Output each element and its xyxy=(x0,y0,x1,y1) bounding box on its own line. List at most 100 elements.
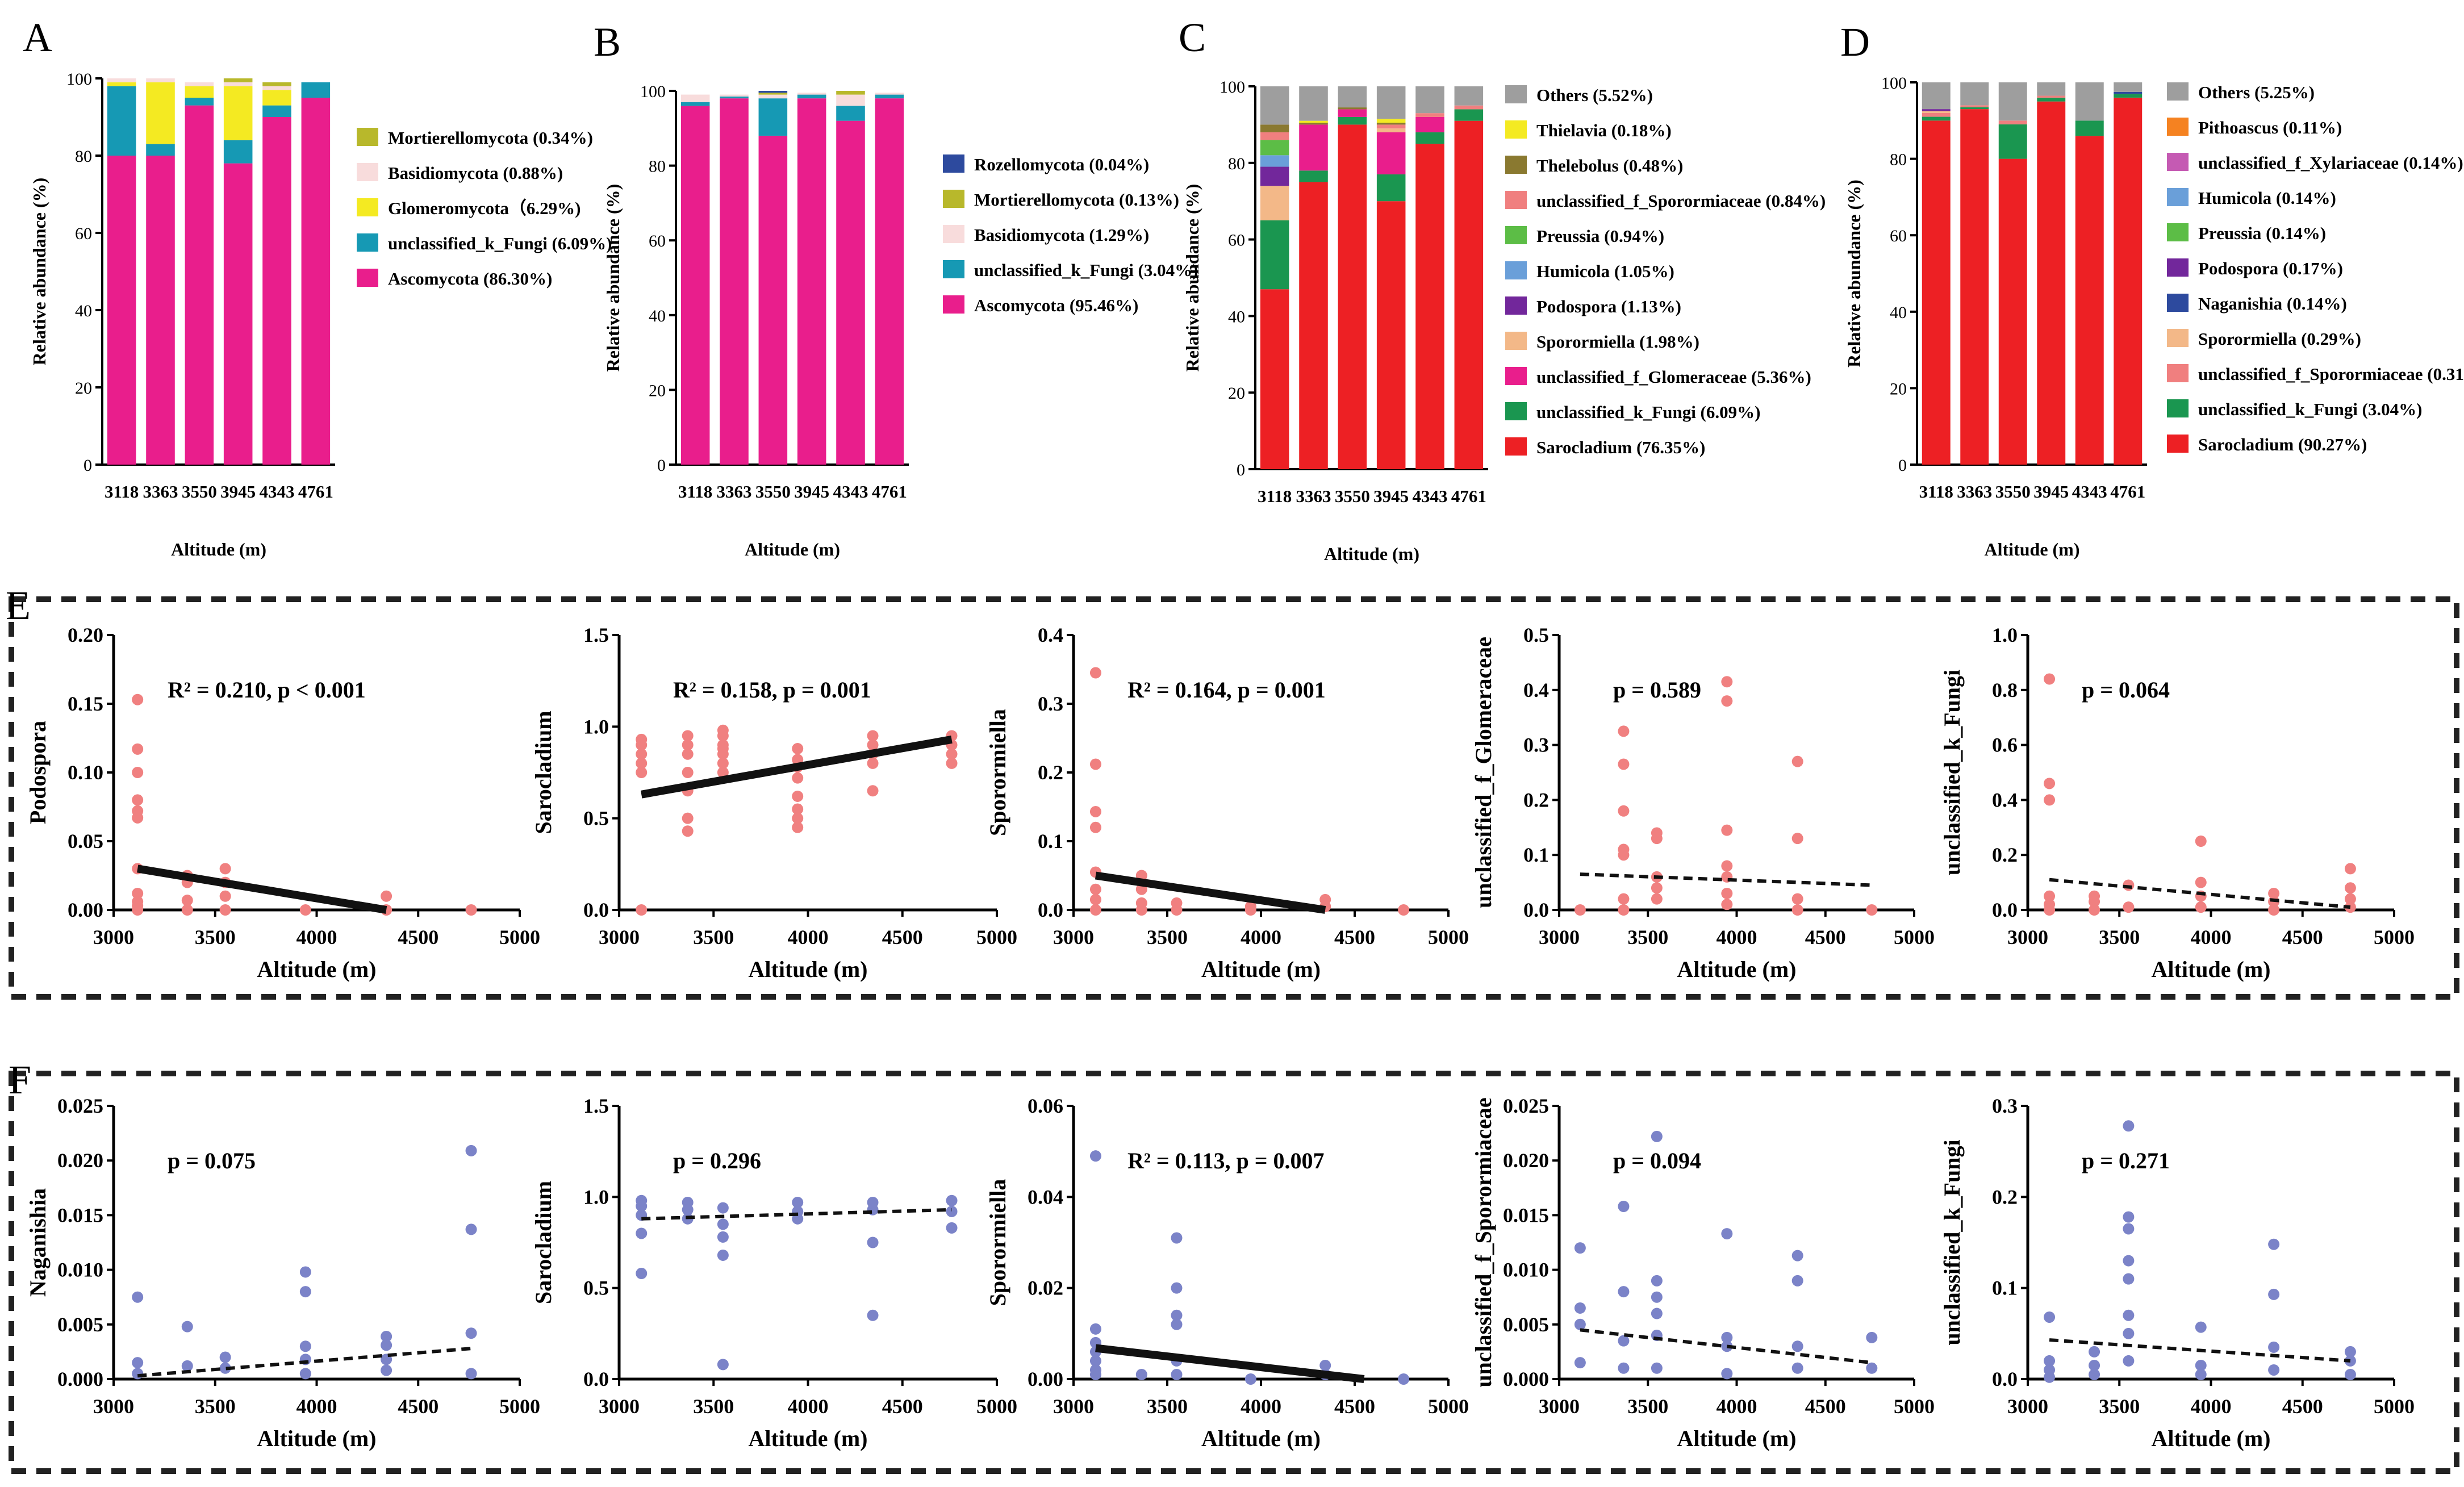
data-point xyxy=(1171,1282,1183,1294)
data-point xyxy=(636,1200,648,1212)
y-tick-label: 60 xyxy=(75,224,92,243)
data-point xyxy=(1171,904,1183,916)
data-point xyxy=(2195,1321,2207,1333)
y-tick-label: 0.0 xyxy=(583,1368,609,1390)
bar-segment xyxy=(185,98,214,106)
y-tick-label: 0.1 xyxy=(1038,830,1063,853)
x-tick-label: 3000 xyxy=(2007,926,2048,949)
data-point xyxy=(636,767,648,778)
y-tick-label: 0.025 xyxy=(57,1095,103,1117)
panel-letter-d: D xyxy=(1840,19,1870,65)
data-point xyxy=(1089,1323,1101,1335)
bar-segment xyxy=(1998,124,2027,159)
bar-segment xyxy=(2114,91,2143,94)
x-tick-label: 4500 xyxy=(882,1395,923,1418)
bar-segment xyxy=(1376,128,1406,132)
legend-label: Preussia (0.94%) xyxy=(1536,226,1664,246)
x-tick-label: 5000 xyxy=(976,926,1017,949)
data-point xyxy=(1244,1373,1256,1385)
data-point xyxy=(792,772,804,784)
y-tick-label: 0.8 xyxy=(1992,679,2018,701)
data-point xyxy=(1618,758,1630,770)
y-tick-label: 0.4 xyxy=(1523,679,1549,701)
y-axis-title: Sarocladium xyxy=(531,1181,556,1304)
bar-segment xyxy=(1376,174,1406,202)
data-point xyxy=(299,904,311,916)
bar-segment xyxy=(1454,109,1484,121)
data-point xyxy=(1651,882,1663,894)
bar-segment xyxy=(720,96,749,99)
y-tick-label: 0.5 xyxy=(1523,624,1549,646)
panel-letters: A B C D E F xyxy=(6,15,1870,1102)
bar-segment xyxy=(836,106,865,121)
data-point xyxy=(1618,805,1630,817)
y-tick-label: 0.3 xyxy=(1038,692,1063,715)
x-tick-label: 3500 xyxy=(195,926,236,949)
bar-segment xyxy=(1260,289,1289,469)
data-point xyxy=(2268,887,2280,899)
data-point xyxy=(2123,1327,2135,1339)
data-point xyxy=(1651,1308,1663,1319)
y-tick-label: 40 xyxy=(649,307,666,325)
x-tick-label: 3945 xyxy=(1373,486,1409,506)
y-tick-label: 1.0 xyxy=(1992,624,2018,646)
data-point xyxy=(1574,904,1586,916)
x-axis-title: Altitude (m) xyxy=(749,1426,868,1451)
data-point xyxy=(1089,758,1101,770)
x-tick-label: 3500 xyxy=(693,926,734,949)
bar-segment xyxy=(1376,86,1406,119)
stat-annotation: p = 0.075 xyxy=(168,1148,256,1173)
bar-segment xyxy=(1260,166,1289,186)
data-point xyxy=(867,785,879,797)
y-tick-label: 0.10 xyxy=(68,761,103,784)
data-point xyxy=(792,812,804,824)
y-tick-label: 40 xyxy=(1228,307,1245,326)
legend-label: Glomeromycota（6.29%) xyxy=(388,198,581,218)
x-tick-label: 4500 xyxy=(882,926,923,949)
data-point xyxy=(867,730,879,742)
stat-annotation: p = 0.296 xyxy=(673,1148,761,1173)
y-tick-label: 0.06 xyxy=(1028,1095,1063,1117)
data-point xyxy=(381,1364,392,1376)
data-point xyxy=(381,890,392,902)
x-tick-label: 4000 xyxy=(1241,926,1281,949)
x-tick-label: 4000 xyxy=(788,926,829,949)
bar-segment xyxy=(1338,124,1367,469)
data-point xyxy=(1618,904,1630,916)
data-point xyxy=(1721,887,1733,899)
bar-segment xyxy=(1376,124,1406,129)
data-point xyxy=(682,812,694,824)
data-point xyxy=(1171,1309,1183,1321)
bar-segment xyxy=(2037,95,2066,98)
data-point xyxy=(1866,1331,1878,1343)
bar-segment xyxy=(836,94,865,106)
bar-segment xyxy=(1960,107,1989,110)
data-point xyxy=(1721,824,1733,836)
x-tick-label: 3550 xyxy=(1335,486,1370,506)
data-point xyxy=(1791,1275,1803,1286)
bar-segment xyxy=(107,86,136,156)
data-point xyxy=(1721,899,1733,910)
data-point xyxy=(132,767,144,778)
data-point xyxy=(867,1237,879,1248)
y-tick-label: 0.0 xyxy=(1523,899,1549,921)
stacked-bar-chart-d: 0 20 40 60 80 100 3118 3363 3550 3945 4343 4761 Alti… xyxy=(1844,74,2464,559)
data-point xyxy=(1089,1368,1101,1380)
y-tick-label: 0.00 xyxy=(1028,1368,1063,1390)
data-point xyxy=(1135,1368,1147,1380)
x-tick-label: 4000 xyxy=(2191,1395,2232,1418)
data-point xyxy=(1721,1331,1733,1343)
x-tick-label: 3363 xyxy=(717,482,752,502)
bar-segment xyxy=(797,94,826,99)
legend-label: Sporormiella (0.29%) xyxy=(2198,329,2361,349)
stat-annotation: p = 0.271 xyxy=(2082,1148,2170,1173)
y-tick-label: 0.020 xyxy=(1503,1149,1549,1172)
x-tick-label: 4761 xyxy=(2110,482,2145,502)
regression-line xyxy=(641,1208,952,1221)
data-point xyxy=(2268,1238,2280,1250)
data-point xyxy=(299,1286,311,1298)
data-point xyxy=(792,821,804,833)
y-axis-title: Relative abundance (%) xyxy=(603,184,623,372)
regression-line xyxy=(137,1347,471,1378)
data-point xyxy=(946,1222,958,1234)
